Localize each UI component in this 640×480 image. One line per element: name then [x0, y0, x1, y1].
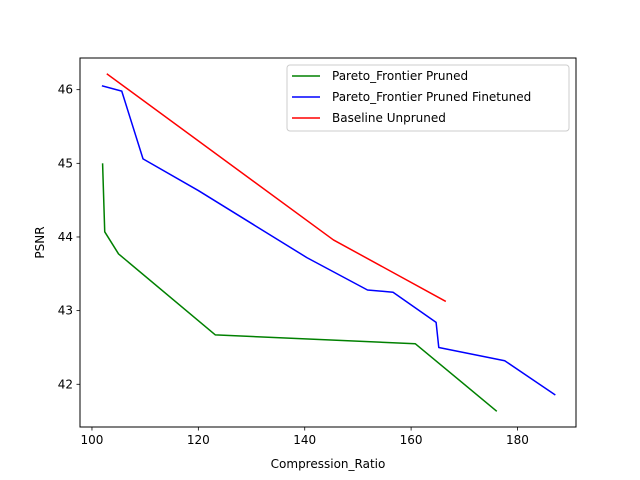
series-line-baseline-unpruned	[106, 73, 447, 303]
x-tick-label: 180	[506, 433, 529, 447]
legend-box	[286, 64, 570, 132]
x-tick-label: 100	[81, 433, 104, 447]
legend: Pareto_Frontier Pruned Pareto_Frontier P…	[286, 64, 570, 132]
x-tick-label: 120	[187, 433, 210, 447]
legend-label-pareto-pruned-finetuned: Pareto_Frontier Pruned Finetuned	[332, 90, 531, 104]
x-tick-label: 140	[293, 433, 316, 447]
series-line-pareto-frontier-pruned	[101, 163, 498, 412]
y-tick-label: 44	[58, 230, 73, 244]
y-tick-label: 42	[58, 377, 73, 391]
axes-frame	[79, 57, 577, 428]
legend-label-pareto-pruned: Pareto_Frontier Pruned	[332, 69, 468, 83]
series-layer	[101, 73, 556, 412]
series-line-pareto-frontier-pruned-finetuned	[101, 85, 556, 396]
ticks-layer: 100 120 140 160 180 42 43 44 45 46	[58, 83, 529, 447]
y-axis-label: PSNR	[33, 226, 47, 258]
y-tick-label: 46	[58, 83, 73, 97]
y-tick-label: 43	[58, 304, 73, 318]
y-tick-label: 45	[58, 156, 73, 170]
x-axis-label: Compression_Ratio	[271, 457, 386, 471]
legend-label-baseline-unpruned: Baseline Unpruned	[332, 111, 446, 125]
x-tick-label: 160	[400, 433, 423, 447]
